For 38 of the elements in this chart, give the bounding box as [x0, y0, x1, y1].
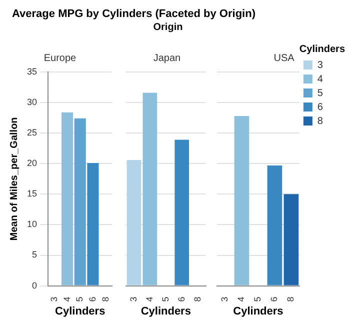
x-tick-label: 5 [74, 296, 85, 302]
y-tick-label: 35 [26, 66, 38, 76]
legend-title: Cylinders [299, 44, 346, 55]
x-tick-label: 4 [62, 296, 72, 302]
y-axis-title: Mean of Miles_per_Gallon [8, 117, 20, 241]
x-axis-title: Cylinders [140, 305, 191, 318]
x-axis-title: Cylinders [233, 305, 284, 318]
y-tick-label: 0 [32, 280, 38, 290]
y-tick-label: 20 [26, 158, 38, 168]
x-tick-label: 3 [128, 296, 138, 302]
y-tick-label: 25 [26, 128, 38, 138]
x-tick-label: 6 [269, 296, 280, 302]
y-tick-label: 5 [32, 250, 38, 260]
x-tick-label: 8 [286, 296, 296, 302]
legend-label: 3 [317, 60, 324, 71]
x-tick-label: 3 [48, 296, 59, 302]
x-axis-title: Cylinders [55, 305, 106, 318]
x-tick-label: 8 [100, 296, 110, 302]
legend-label: 5 [317, 88, 324, 99]
chart-title: Europe [44, 52, 77, 64]
x-tick-label: 6 [176, 296, 186, 302]
x-tick-label: 8 [192, 296, 202, 302]
legend-label: 4 [317, 74, 324, 85]
x-tick-label: 3 [220, 296, 230, 302]
legend-label: 6 [317, 102, 324, 113]
x-tick-label: 4 [236, 296, 246, 302]
text: Average MPG by Cylinders (Faceted by Origin) [12, 8, 256, 20]
x-tick-label: 5 [252, 296, 263, 302]
y-tick-label: 15 [26, 188, 38, 199]
x-tick-label: 5 [160, 296, 170, 302]
x-tick-label: 6 [87, 296, 98, 302]
y-tick-label: 30 [26, 97, 38, 108]
y-tick-label: 10 [26, 219, 38, 230]
chart-title: Japan [153, 52, 181, 64]
x-tick-label: 4 [144, 296, 154, 302]
chart-title: USA [274, 52, 295, 64]
legend-label: 8 [317, 116, 324, 127]
text: Origin [152, 22, 184, 33]
